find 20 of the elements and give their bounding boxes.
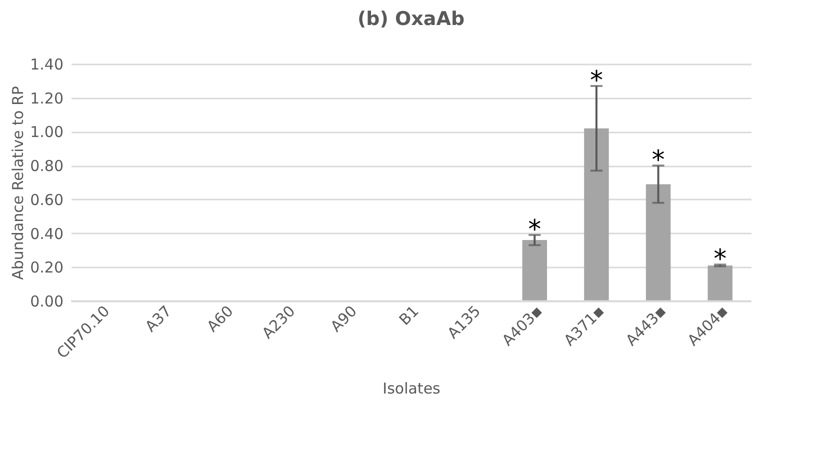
- y-tick-label: 1.20: [30, 89, 64, 108]
- bar: [708, 265, 732, 301]
- x-axis-title: Isolates: [382, 379, 441, 398]
- annotation: *: [528, 214, 542, 245]
- annotation: *: [590, 66, 603, 96]
- bar: [522, 240, 547, 301]
- y-tick-label: 0.20: [30, 258, 64, 277]
- chart-title: (b) OxaAb: [357, 8, 465, 30]
- y-tick-label: 1.00: [30, 123, 64, 142]
- x-tick-label: B1: [396, 302, 422, 329]
- bar: [584, 128, 609, 301]
- y-tick-label: 0.80: [30, 157, 64, 176]
- bar: [646, 184, 671, 301]
- annotation: *: [652, 146, 665, 176]
- y-axis-title: Abundance Relative to RP: [9, 86, 28, 280]
- annotation: *: [714, 244, 727, 275]
- y-tick-label: 0.40: [30, 224, 64, 243]
- y-tick-label: 0.00: [30, 292, 64, 310]
- y-tick-label: 1.40: [30, 56, 64, 74]
- y-tick-label: 0.60: [30, 190, 64, 209]
